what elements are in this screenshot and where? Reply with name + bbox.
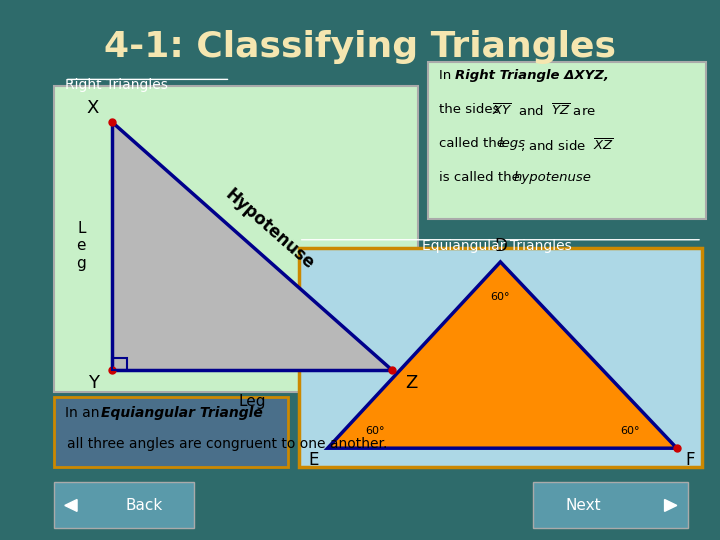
Text: Right Triangles: Right Triangles	[65, 78, 168, 92]
Bar	[112, 358, 127, 370]
Text: Hypotenuse: Hypotenuse	[222, 186, 318, 273]
Text: hypotenuse: hypotenuse	[513, 171, 591, 184]
Text: Back: Back	[125, 498, 163, 513]
Text: Equiangular Triangles: Equiangular Triangles	[422, 239, 572, 253]
Text: Z: Z	[405, 374, 418, 392]
Text: , and side  $\overline{XZ}$: , and side $\overline{XZ}$	[520, 137, 613, 154]
FancyBboxPatch shape	[54, 482, 194, 528]
Text: 60°: 60°	[365, 426, 384, 436]
Polygon shape	[328, 262, 677, 448]
FancyBboxPatch shape	[54, 397, 288, 467]
Text: $\overline{XY}$  and  $\overline{YZ}$ are: $\overline{XY}$ and $\overline{YZ}$ are	[492, 103, 595, 119]
Text: Equiangular Triangle: Equiangular Triangle	[101, 406, 263, 420]
Text: .: .	[583, 171, 588, 184]
Text: all three angles are congruent to one another.: all three angles are congruent to one an…	[67, 437, 387, 451]
Text: E: E	[309, 451, 319, 469]
Polygon shape	[665, 500, 677, 511]
Text: Right Triangle ΔXYZ,: Right Triangle ΔXYZ,	[455, 69, 609, 82]
Text: 60°: 60°	[620, 426, 639, 436]
Text: Y: Y	[88, 374, 99, 392]
FancyBboxPatch shape	[428, 62, 706, 219]
Text: D: D	[494, 237, 507, 255]
Text: In an: In an	[65, 406, 104, 420]
Text: L
e
g: L e g	[76, 221, 86, 271]
Text: Leg: Leg	[238, 394, 266, 409]
Text: 4-1: Classifying Triangles: 4-1: Classifying Triangles	[104, 30, 616, 64]
Text: the sides: the sides	[439, 103, 504, 116]
Text: In: In	[439, 69, 456, 82]
Text: Next: Next	[565, 498, 601, 513]
Text: called the: called the	[439, 137, 510, 150]
Text: F: F	[685, 451, 695, 469]
Polygon shape	[112, 122, 392, 370]
Text: X: X	[86, 99, 99, 117]
Text: is called the: is called the	[439, 171, 524, 184]
Polygon shape	[65, 500, 77, 511]
FancyBboxPatch shape	[299, 248, 702, 467]
Text: legs: legs	[498, 137, 526, 150]
Text: 60°: 60°	[490, 292, 510, 302]
FancyBboxPatch shape	[54, 86, 418, 392]
FancyBboxPatch shape	[533, 482, 688, 528]
